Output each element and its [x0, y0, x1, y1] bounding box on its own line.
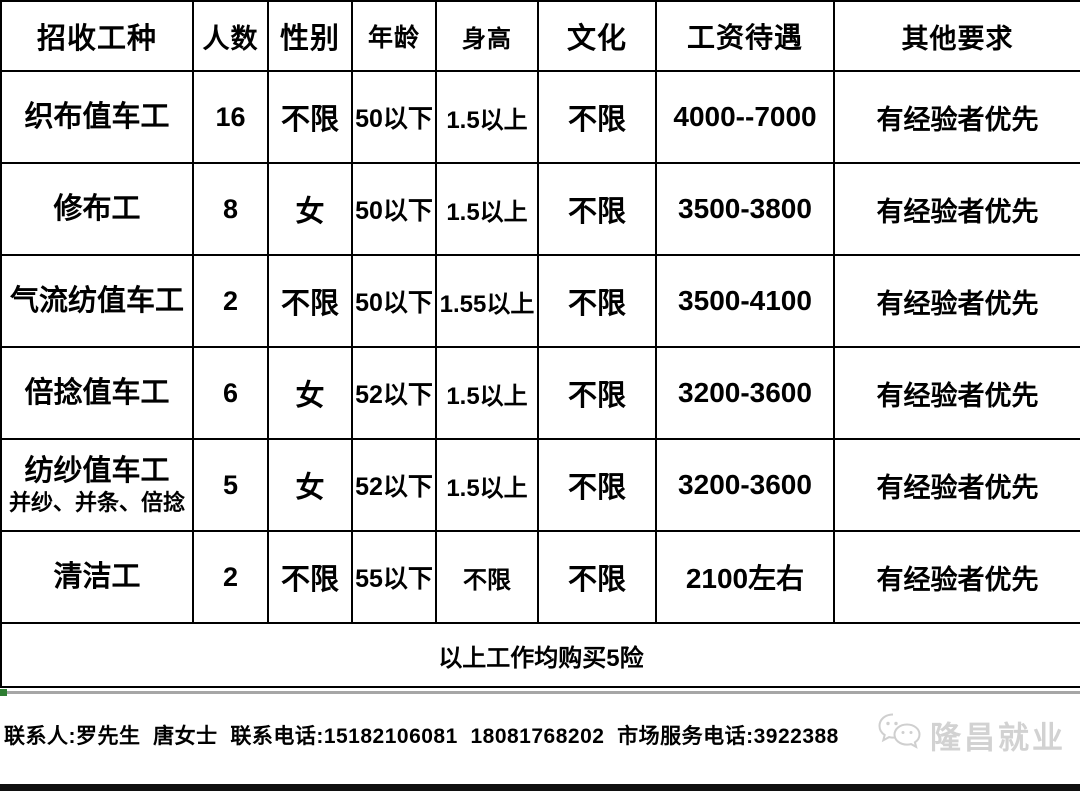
cell-age: 50以下 [351, 70, 437, 164]
cell-job: 织布值车工 [0, 70, 194, 164]
green-corner-mark [0, 689, 7, 696]
job-title: 纺纱值车工 [24, 455, 170, 488]
job-title: 气流纺值车工 [9, 284, 184, 317]
table-body: 织布值车工 16 不限 50以下 1.5以上 不限 4000--7000 有经验者优先 修布工 8… [0, 70, 1080, 624]
col-header: 招收工种 [0, 0, 194, 72]
cell-salary: 3200-3600 [655, 438, 835, 532]
cell-edu: 不限 [537, 530, 657, 624]
cell-height: 不限 [435, 530, 539, 624]
cell-age: 50以下 [351, 162, 437, 256]
col-header: 工资待遇 [655, 0, 835, 72]
job-title: 倍捻值车工 [24, 376, 170, 409]
table-row: 织布值车工 16 不限 50以下 1.5以上 不限 4000--7000 有经验者优先 [0, 70, 1080, 164]
cell-gender: 女 [267, 438, 353, 532]
cell-other: 有经验者优先 [833, 70, 1080, 164]
cell-job: 纺纱值车工 并纱、并条、倍捻 [0, 438, 194, 532]
cell-job: 倍捻值车工 [0, 346, 194, 440]
cell-other: 有经验者优先 [833, 346, 1080, 440]
table-row: 纺纱值车工 并纱、并条、倍捻 5 女 52以下 1.5以上 不限 3200-3600 有经验者优… [0, 438, 1080, 532]
cell-salary: 2100左右 [655, 530, 835, 624]
cell-count: 6 [192, 346, 269, 440]
cell-age: 50以下 [351, 254, 437, 348]
cell-job: 清洁工 [0, 530, 194, 624]
cell-count: 5 [192, 438, 269, 532]
cell-height: 1.5以上 [435, 162, 539, 256]
cell-job: 气流纺值车工 [0, 254, 194, 348]
table-row: 修布工 8 女 50以下 1.5以上 不限 3500-3800 有经验者优先 [0, 162, 1080, 256]
table-row: 气流纺值车工 2 不限 50以下 1.55以上 不限 3500-4100 有经验者优先 [0, 254, 1080, 348]
contact-bar: 联系人:罗先生 唐女士 联系电话:15182106081 18081768202… [0, 694, 1080, 776]
job-subtitle: 并纱、并条、倍捻 [8, 490, 185, 516]
cell-edu: 不限 [537, 346, 657, 440]
cell-gender: 不限 [267, 530, 353, 624]
publisher-name: 隆昌就业 [930, 720, 1066, 756]
cell-gender: 不限 [267, 70, 353, 164]
footer-note-row: 以上工作均购买5险 [0, 622, 1080, 688]
table-row: 倍捻值车工 6 女 52以下 1.5以上 不限 3200-3600 有经验者优先 [0, 346, 1080, 440]
cell-count: 2 [192, 254, 269, 348]
col-header: 性别 [267, 0, 353, 72]
cell-other: 有经验者优先 [833, 438, 1080, 532]
cell-edu: 不限 [537, 162, 657, 256]
cell-edu: 不限 [537, 254, 657, 348]
col-header: 人数 [192, 0, 269, 72]
cell-other: 有经验者优先 [833, 254, 1080, 348]
cell-other: 有经验者优先 [833, 162, 1080, 256]
job-title: 织布值车工 [24, 100, 170, 133]
job-title: 清洁工 [53, 560, 141, 593]
cell-age: 52以下 [351, 346, 437, 440]
col-header: 身高 [435, 0, 539, 72]
table-row: 清洁工 2 不限 55以下 不限 不限 2100左右 有经验者优先 [0, 530, 1080, 624]
cell-height: 1.5以上 [435, 346, 539, 440]
cell-salary: 3500-4100 [655, 254, 835, 348]
cell-gender: 不限 [267, 254, 353, 348]
col-header: 文化 [537, 0, 657, 72]
cell-salary: 4000--7000 [655, 70, 835, 164]
header-row: 招收工种 人数 性别 年龄 身高 文化 工资待遇 其他要求 [0, 0, 1080, 72]
table-bottom-divider [0, 689, 1080, 696]
wechat-icon [876, 712, 924, 759]
cell-age: 52以下 [351, 438, 437, 532]
bottom-black-bar [0, 784, 1080, 791]
cell-height: 1.55以上 [435, 254, 539, 348]
cell-job: 修布工 [0, 162, 194, 256]
publisher-watermark: 隆昌就业 [876, 712, 1066, 759]
cell-gender: 女 [267, 162, 353, 256]
job-title: 修布工 [53, 192, 141, 225]
contact-info: 联系人:罗先生 唐女士 联系电话:15182106081 18081768202… [4, 725, 839, 748]
cell-height: 1.5以上 [435, 438, 539, 532]
cell-count: 16 [192, 70, 269, 164]
cell-other: 有经验者优先 [833, 530, 1080, 624]
cell-gender: 女 [267, 346, 353, 440]
cell-edu: 不限 [537, 438, 657, 532]
recruitment-table: 招收工种 人数 性别 年龄 身高 文化 工资待遇 其他要求 织布值车工 16 不限 50以下 1.5以… [0, 0, 1080, 688]
cell-count: 2 [192, 530, 269, 624]
cell-height: 1.5以上 [435, 70, 539, 164]
cell-edu: 不限 [537, 70, 657, 164]
footer-note: 以上工作均购买5险 [0, 622, 1080, 688]
cell-salary: 3500-3800 [655, 162, 835, 256]
cell-count: 8 [192, 162, 269, 256]
col-header: 其他要求 [833, 0, 1080, 72]
col-header: 年龄 [351, 0, 437, 72]
cell-age: 55以下 [351, 530, 437, 624]
cell-salary: 3200-3600 [655, 346, 835, 440]
